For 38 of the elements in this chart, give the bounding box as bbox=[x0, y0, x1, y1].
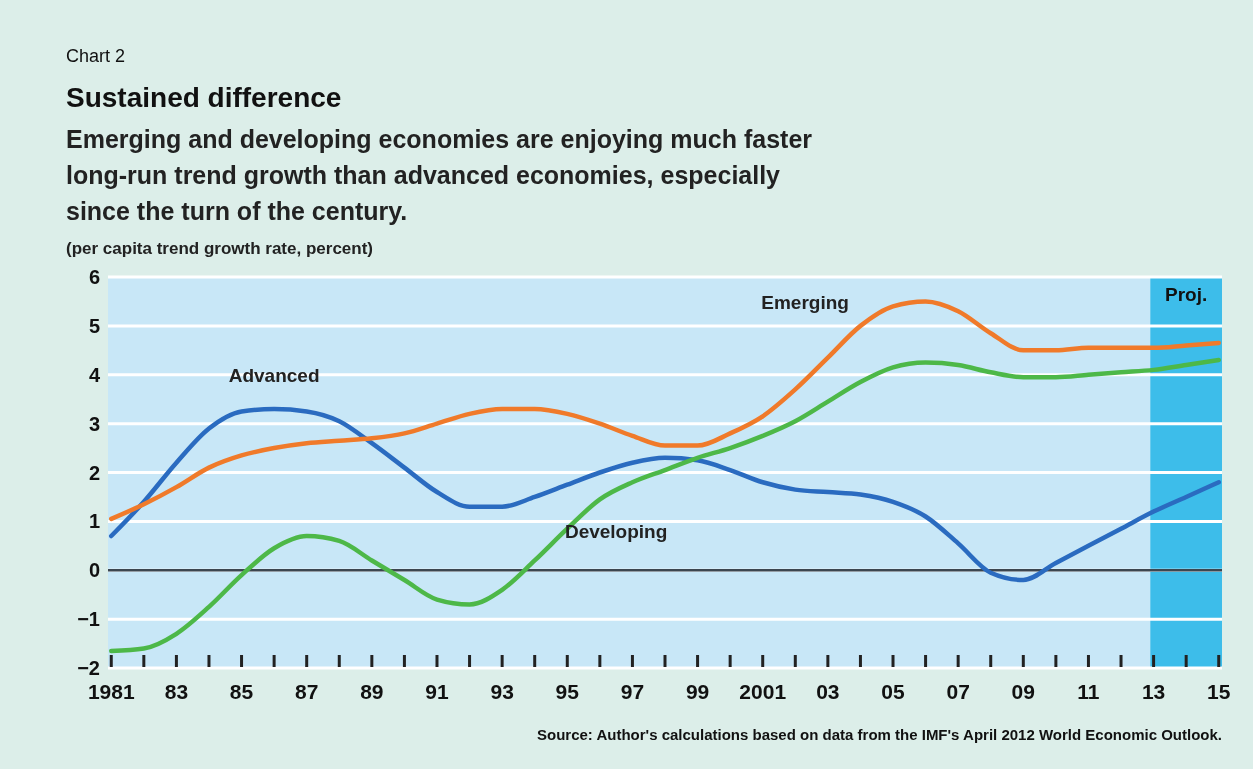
y-tick-label: −1 bbox=[77, 608, 100, 631]
x-tick-label: 99 bbox=[685, 680, 710, 703]
y-tick-label: 0 bbox=[88, 559, 100, 582]
caption: Chart 2 bbox=[66, 46, 126, 66]
x-tick-label: 97 bbox=[620, 680, 645, 703]
x-tick-label: 91 bbox=[425, 680, 449, 703]
x-tick-label: 07 bbox=[946, 680, 970, 703]
band-label: Proj. bbox=[1165, 284, 1208, 305]
x-tick-label: 15 bbox=[1207, 680, 1231, 703]
y-tick-label: 2 bbox=[88, 461, 100, 484]
x-tick-label: 2001 bbox=[739, 680, 787, 703]
y-tick-label: −2 bbox=[77, 657, 100, 679]
x-tick-label: 89 bbox=[360, 680, 384, 703]
line-series bbox=[109, 357, 1221, 654]
x-tick-label: 85 bbox=[229, 680, 254, 703]
y-tick-label: 1 bbox=[88, 510, 100, 533]
x-tick-label: 13 bbox=[1141, 680, 1166, 703]
x-tick-label: 09 bbox=[1011, 680, 1035, 703]
chart-title: Sustained difference bbox=[66, 82, 342, 113]
y-tick-label: 4 bbox=[88, 363, 101, 386]
x-tick-label: 05 bbox=[881, 680, 906, 703]
x-tick-label: 87 bbox=[295, 680, 319, 703]
x-tick-label: 03 bbox=[816, 680, 840, 703]
x-tick-label: 11 bbox=[1077, 680, 1100, 703]
x-tick-label: 83 bbox=[164, 680, 189, 703]
chart-subtitle: Emerging and developing economies are enjoying much faster long-run trend growth than advanced economies, especially since the turn of the century. bbox=[66, 125, 813, 225]
x-tick-label: 95 bbox=[555, 680, 580, 703]
x-tick-label: 1981 bbox=[87, 680, 135, 703]
y-tick-label: 3 bbox=[88, 412, 100, 435]
line-series bbox=[109, 406, 1221, 583]
y-tick-label: 6 bbox=[88, 266, 100, 288]
y-axis-title: (per capita trend growth rate, percent) bbox=[66, 239, 373, 258]
series-label: Developing bbox=[564, 521, 668, 543]
source-note: Source: Author's calculations based on data from the IMF's April 2012 World Economic Outlook. bbox=[536, 726, 1222, 743]
series-label: Advanced bbox=[228, 365, 320, 387]
x-tick-label: 93 bbox=[490, 680, 514, 703]
y-tick-label: 5 bbox=[88, 314, 100, 337]
series-label: Emerging bbox=[761, 291, 849, 313]
